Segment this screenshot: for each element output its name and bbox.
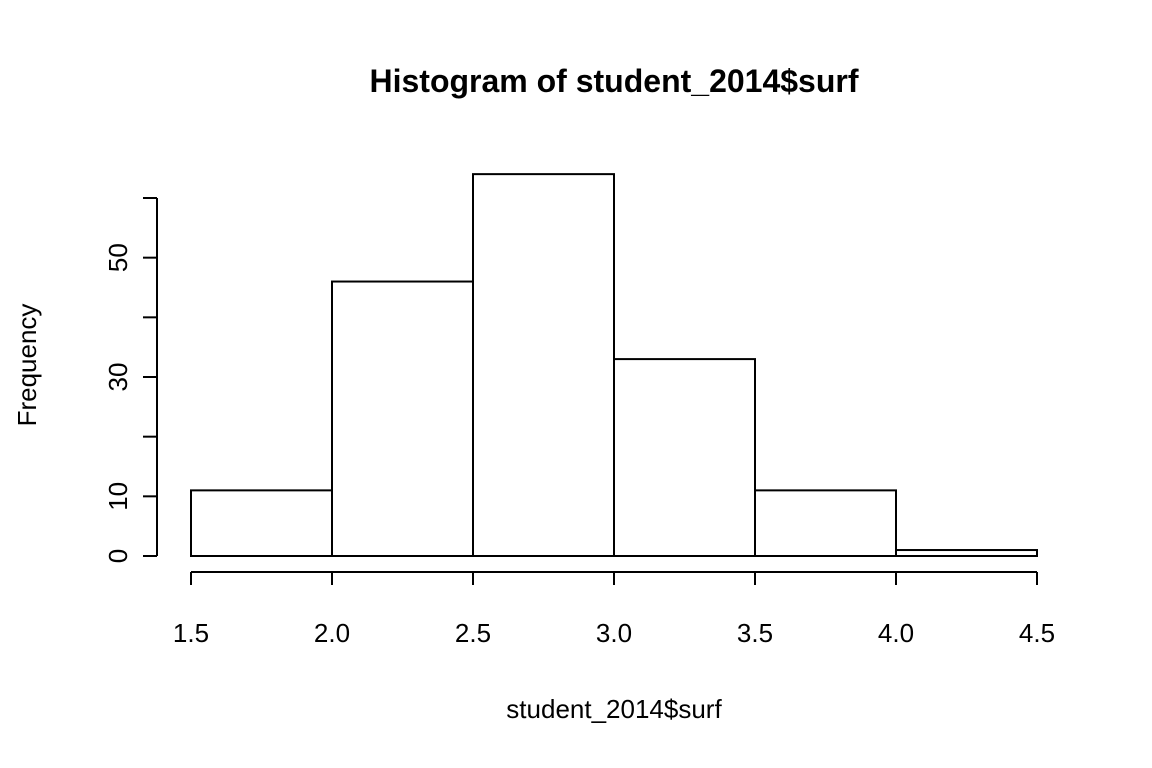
x-tick-label: 2.5 bbox=[455, 618, 491, 648]
x-axis: 1.5 2.0 2.5 3.0 3.5 4.0 4.5 bbox=[173, 571, 1055, 648]
histogram-bar bbox=[895, 549, 1038, 557]
y-tick-label: 30 bbox=[103, 363, 133, 392]
y-tick-label: 10 bbox=[103, 482, 133, 511]
y-axis-label: Frequency bbox=[12, 304, 42, 427]
histogram-bar bbox=[190, 489, 333, 557]
histogram-bar bbox=[754, 489, 897, 557]
y-axis: 0 10 30 50 bbox=[103, 197, 158, 563]
x-tick-label: 4.5 bbox=[1019, 618, 1055, 648]
chart-title: Histogram of student_2014$surf bbox=[369, 63, 858, 99]
y-tick-label: 0 bbox=[103, 549, 133, 563]
x-tick-label: 2.0 bbox=[314, 618, 350, 648]
x-tick-label: 3.0 bbox=[596, 618, 632, 648]
bars-group bbox=[190, 173, 1038, 557]
x-tick-label: 1.5 bbox=[173, 618, 209, 648]
x-axis-label: student_2014$surf bbox=[506, 694, 722, 724]
y-tick-label: 50 bbox=[103, 243, 133, 272]
histogram-bar bbox=[331, 280, 474, 557]
x-tick-label: 3.5 bbox=[737, 618, 773, 648]
histogram-bar bbox=[613, 358, 756, 557]
histogram-bar bbox=[472, 173, 615, 557]
x-tick-label: 4.0 bbox=[878, 618, 914, 648]
